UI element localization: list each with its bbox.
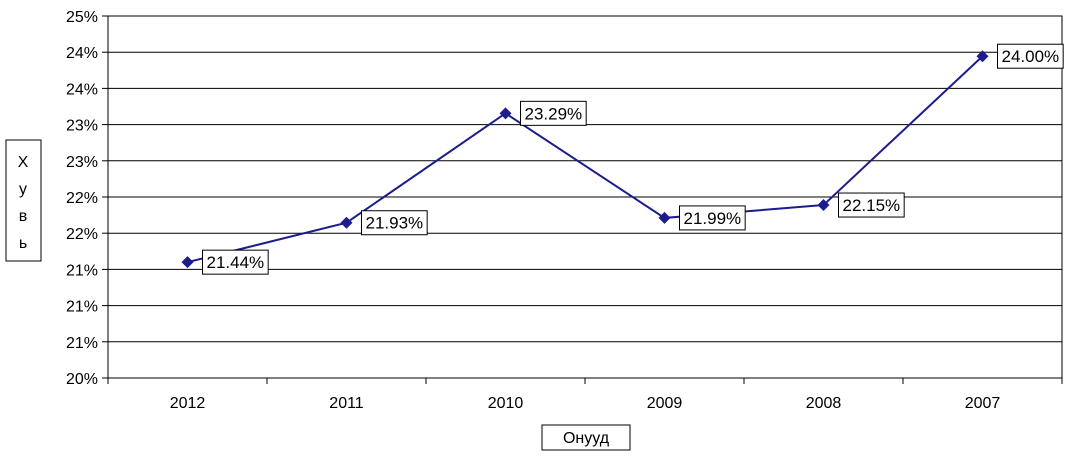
data-label: 21.44% <box>202 249 269 275</box>
y-axis-title-box <box>5 139 42 262</box>
y-tick-label: 24% <box>66 81 98 98</box>
data-label-box <box>520 100 587 126</box>
data-point-marker <box>817 199 830 212</box>
data-label-box <box>838 192 905 218</box>
data-label-text: 22.15% <box>843 196 901 215</box>
y-tick-label: 20% <box>66 371 98 388</box>
y-tick-label: 23% <box>66 154 98 171</box>
y-tick-label: 22% <box>66 226 98 243</box>
data-point-marker <box>181 256 194 269</box>
data-label-box <box>679 205 746 231</box>
x-tick-label: 2009 <box>647 395 683 412</box>
y-tick-label: 22% <box>66 190 98 207</box>
data-label-text: 21.93% <box>366 214 424 233</box>
grid-lines <box>108 51 1062 343</box>
data-point-marker <box>976 50 989 63</box>
series-layer <box>181 50 989 269</box>
y-axis-title-char-1: у <box>19 181 27 198</box>
data-point-marker <box>340 216 353 229</box>
data-label-text: 24.00% <box>1002 47 1060 66</box>
data-label: 23.29% <box>520 100 587 126</box>
x-axis-title-text: Онууд <box>563 430 610 447</box>
data-label-box <box>997 43 1064 69</box>
data-label: 24.00% <box>997 43 1064 69</box>
y-tick-label: 24% <box>66 45 98 62</box>
x-axis-ticks: 2012 2011 2010 2009 2008 2007 <box>107 378 1063 412</box>
x-tick-label: 2007 <box>965 395 1001 412</box>
data-label-box <box>202 249 269 275</box>
x-axis-title: Онууд <box>541 424 631 451</box>
y-axis-title: Х у в ь <box>5 139 42 262</box>
data-label: 21.99% <box>679 205 746 231</box>
x-axis-title-box <box>541 424 631 451</box>
x-tick-label: 2011 <box>329 395 364 412</box>
data-label-text: 21.99% <box>684 209 742 228</box>
y-axis-ticks: 20% 21% 21% 21% 22% 22% 23% 23% 24% 24% 25% <box>66 9 108 388</box>
data-label: 22.15% <box>838 192 905 218</box>
x-tick-label: 2008 <box>806 395 842 412</box>
data-label: 21.93% <box>361 210 428 236</box>
y-tick-label: 21% <box>66 262 98 279</box>
y-axis-title-char-2: в <box>19 208 28 225</box>
x-tick-label: 2010 <box>488 395 524 412</box>
data-label-text: 23.29% <box>525 104 583 123</box>
y-axis-title-char-3: ь <box>19 235 27 252</box>
y-tick-label: 25% <box>66 9 98 26</box>
data-label-layer: 21.44% 21.93% 23.29% 21.99% 22.15% 24.00% <box>202 43 1064 275</box>
data-point-marker <box>499 107 512 120</box>
y-axis-title-char-0: Х <box>18 154 29 171</box>
data-label-box <box>361 210 428 236</box>
y-tick-label: 21% <box>66 335 98 352</box>
y-tick-label: 23% <box>66 118 98 135</box>
data-point-marker <box>658 211 671 224</box>
x-tick-label: 2012 <box>170 395 206 412</box>
series-line <box>187 55 984 264</box>
y-tick-label: 21% <box>66 299 98 316</box>
data-label-text: 21.44% <box>207 253 265 272</box>
